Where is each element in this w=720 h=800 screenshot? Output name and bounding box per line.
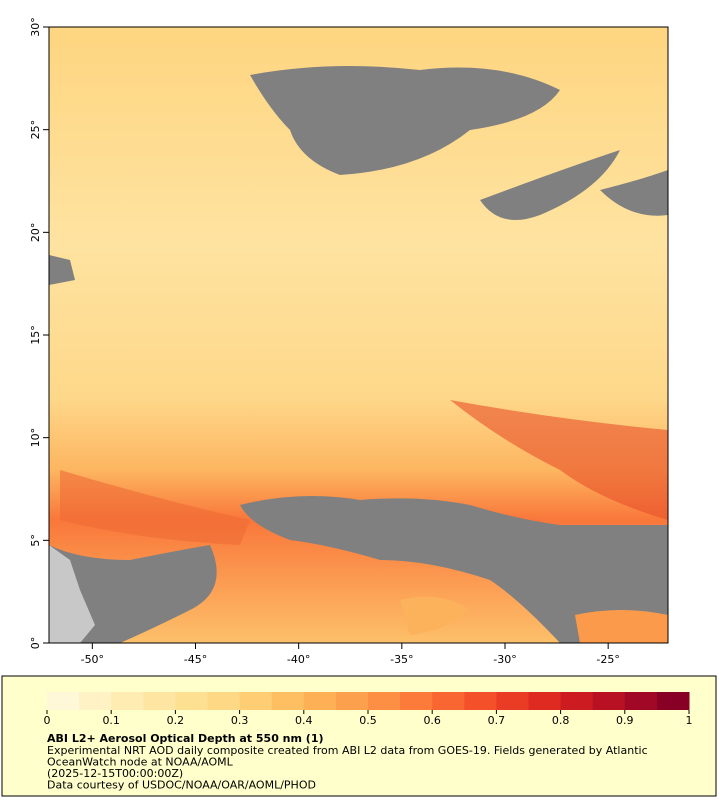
x-tick-label: -50° — [81, 653, 104, 666]
colorbar-swatch — [335, 692, 369, 710]
colorbar-tick-label: 0 — [44, 714, 51, 727]
colorbar-swatch — [47, 692, 80, 710]
colorbar-swatch — [239, 692, 273, 710]
colorbar-swatch — [400, 692, 433, 710]
colorbar-swatch — [464, 692, 497, 710]
colorbar-tick-label: 0.2 — [167, 714, 185, 727]
legend-title: ABI L2+ Aerosol Optical Depth at 550 nm … — [47, 732, 324, 745]
x-tick-label: -25° — [596, 653, 619, 666]
map-image — [49, 27, 668, 643]
colorbar-tick-label: 1 — [686, 714, 693, 727]
y-tick-label: 0° — [29, 637, 42, 650]
legend-line: (2025-12-15T00:00:00Z) — [47, 767, 183, 780]
colorbar-tick-label: 0.6 — [423, 714, 441, 727]
colorbar-swatch — [624, 692, 658, 710]
x-tick-label: -35° — [390, 653, 413, 666]
colorbar-swatch — [528, 692, 562, 710]
colorbar-tick-label: 0.1 — [102, 714, 120, 727]
y-tick-label: 5° — [29, 534, 42, 547]
legend-line: Data courtesy of USDOC/NOAA/OAR/AOML/PHO… — [47, 779, 316, 792]
y-tick-label: 25° — [29, 120, 42, 140]
y-tick-label: 10° — [29, 428, 42, 448]
colorbar-swatch — [79, 692, 112, 710]
colorbar-tick-label: 0.8 — [552, 714, 570, 727]
y-tick-label: 15° — [29, 325, 42, 345]
colorbar-swatch — [143, 692, 176, 710]
colorbar-swatch — [432, 692, 465, 710]
colorbar-tick-label: 0.4 — [295, 714, 313, 727]
colorbar-swatch — [175, 692, 208, 710]
legend-line: Experimental NRT AOD daily composite cre… — [47, 744, 648, 757]
colorbar-swatch — [111, 692, 144, 710]
x-tick-label: -45° — [184, 653, 207, 666]
x-tick-label: -30° — [493, 653, 516, 666]
colorbar-swatch — [368, 692, 401, 710]
y-tick-label: 30° — [29, 17, 42, 37]
colorbar-swatch — [592, 692, 626, 710]
colorbar-swatch — [207, 692, 241, 710]
colorbar-tick-label: 0.3 — [231, 714, 249, 727]
colorbar-swatch — [271, 692, 305, 710]
colorbar-tick-label: 0.9 — [616, 714, 634, 727]
colorbar-swatch — [303, 692, 337, 710]
colorbar-swatch — [560, 692, 594, 710]
colorbar-swatch — [496, 692, 529, 710]
y-tick-label: 20° — [29, 223, 42, 243]
legend-line: OceanWatch node at NOAA/AOML — [47, 756, 234, 769]
colorbar-tick-label: 0.5 — [359, 714, 377, 727]
x-tick-label: -40° — [287, 653, 310, 666]
colorbar-swatch — [656, 692, 690, 710]
colorbar-tick-label: 0.7 — [488, 714, 506, 727]
